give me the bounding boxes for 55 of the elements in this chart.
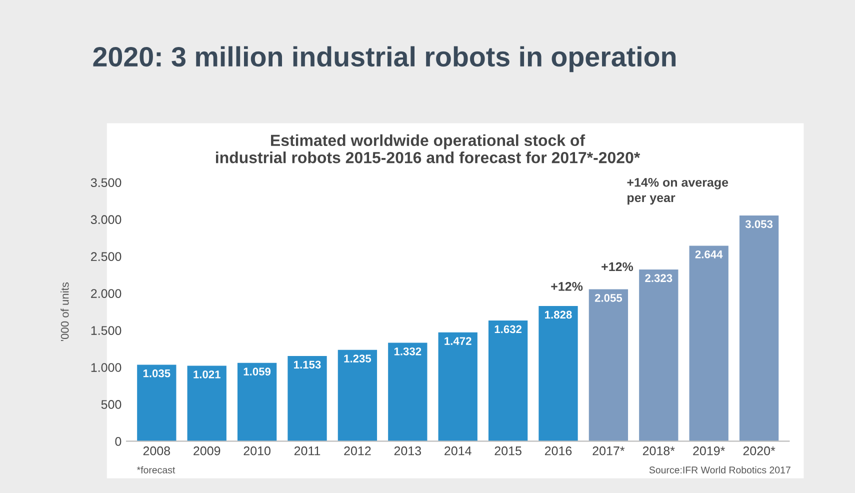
bar: [338, 350, 378, 442]
data-label: 2.323: [645, 274, 672, 282]
y-tick-label: 2.000: [91, 289, 122, 298]
y-axis-title: '000 of units: [60, 282, 69, 342]
x-tick-label: 2015: [494, 446, 522, 456]
x-tick-label: 2016: [544, 446, 572, 456]
data-label: 3.053: [745, 220, 773, 228]
source-note: Source:IFR World Robotics 2017: [649, 466, 790, 474]
bar: [187, 366, 226, 442]
annotation: +12%: [602, 262, 634, 272]
bar: [739, 215, 779, 442]
bar: [388, 342, 428, 442]
y-tick-label: 500: [101, 400, 122, 409]
data-label: 1.828: [545, 310, 572, 319]
bar: [438, 332, 478, 442]
x-tick-label: 2014: [444, 446, 472, 456]
data-label: 2.644: [695, 250, 723, 258]
bar: [588, 289, 628, 442]
chart-title: 2020: 3 million industrial robots in operation: [93, 46, 676, 72]
data-label: 1.235: [344, 354, 372, 363]
x-tick-label: 2012: [344, 446, 371, 456]
annotation: +14% on average per year: [627, 178, 728, 205]
x-tick-label: 2009: [194, 446, 220, 456]
data-label: 1.059: [244, 368, 271, 376]
bar: [689, 246, 728, 442]
x-tick-label: 2010: [244, 446, 270, 456]
y-tick-label: 3.000: [90, 215, 122, 224]
x-tick-label: 2018*: [642, 446, 675, 456]
data-label: 1.332: [394, 347, 422, 356]
data-label: 2.055: [594, 294, 622, 302]
y-tick-label: 0: [115, 437, 122, 446]
bar: [237, 362, 277, 442]
y-tick-label: 1.500: [91, 326, 122, 335]
bar: [488, 320, 528, 442]
bar: [538, 306, 578, 442]
x-tick-label: 2017*: [592, 446, 625, 456]
data-label: 1.472: [444, 337, 472, 345]
data-label: 1.153: [294, 360, 321, 369]
data-label: 1.021: [194, 370, 220, 378]
annotation: +12%: [551, 282, 583, 291]
bar: [639, 269, 678, 442]
chart-subtitle: Estimated worldwide operational stock of industrial robots 2015-2016 and forecast for 2017*-2020*: [216, 134, 640, 164]
x-tick-label: 2019*: [693, 446, 725, 456]
bar: [137, 364, 176, 442]
bar: [288, 356, 327, 442]
text: *forecast: [136, 466, 176, 474]
x-tick-label: 2011: [294, 446, 320, 456]
y-tick-label: 3.500: [90, 178, 122, 188]
y-tick-label: 1.000: [91, 363, 122, 372]
x-tick-label: 2020*: [743, 446, 776, 456]
x-tick-label: 2013: [394, 446, 422, 456]
data-label: 1.035: [143, 369, 170, 378]
x-tick-label: 2008: [143, 446, 170, 456]
data-label: 1.632: [494, 325, 522, 334]
y-tick-label: 2.500: [91, 252, 122, 262]
